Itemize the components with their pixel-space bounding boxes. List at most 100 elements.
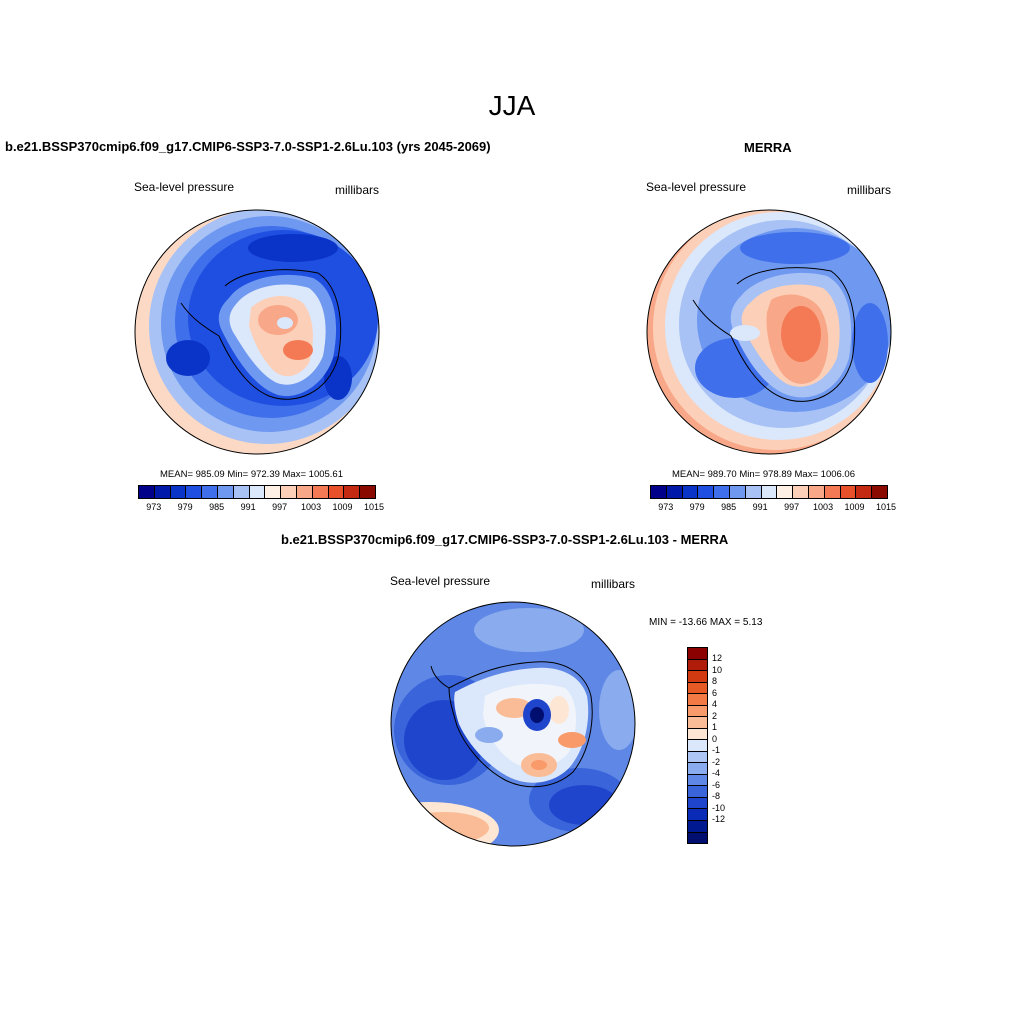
colorbar-label: 1015 bbox=[363, 502, 385, 512]
colorbar-swatch bbox=[688, 717, 707, 729]
colorbar-label: -1 bbox=[712, 745, 721, 756]
colorbar-swatch bbox=[217, 486, 234, 498]
panel-3-colorbar-labels: 12 10 8 6 4 2 1 0 -1 -2 -4 -6 -8 -10 -12 bbox=[712, 647, 742, 842]
colorbar-label: 973 bbox=[146, 502, 162, 512]
colorbar-swatch bbox=[688, 786, 707, 798]
colorbar-swatch bbox=[688, 751, 707, 764]
colorbar-label: -4 bbox=[712, 768, 721, 779]
colorbar-label: 1003 bbox=[813, 502, 834, 512]
colorbar-swatch bbox=[688, 705, 707, 718]
panel-2-title: MERRA bbox=[744, 140, 792, 155]
colorbar-swatch bbox=[761, 486, 778, 498]
panel-1-stats: MEAN= 985.09 Min= 972.39 Max= 1005.61 bbox=[160, 469, 343, 480]
colorbar-label: 4 bbox=[712, 699, 718, 710]
panel-2-variable-label: Sea-level pressure bbox=[646, 180, 747, 194]
colorbar-label: 1003 bbox=[301, 502, 322, 512]
panel-1-colorbar-labels: 973 979 985 991 997 1003 1009 1015 bbox=[138, 502, 384, 514]
panel-3-polar-map bbox=[390, 601, 636, 847]
colorbar-swatch bbox=[840, 486, 857, 498]
colorbar-swatch bbox=[688, 832, 707, 844]
colorbar-swatch bbox=[688, 648, 707, 660]
colorbar-swatch bbox=[281, 486, 297, 498]
colorbar-swatch bbox=[233, 486, 250, 498]
colorbar-swatch bbox=[856, 486, 873, 498]
colorbar-label: 1015 bbox=[875, 502, 897, 512]
colorbar-swatch bbox=[265, 486, 282, 498]
colorbar-label: 973 bbox=[658, 502, 674, 512]
panel-3-units-label: millibars bbox=[591, 577, 636, 591]
panel-1-polar-map bbox=[134, 209, 380, 455]
colorbar-swatch bbox=[688, 797, 707, 810]
colorbar-swatch bbox=[688, 809, 707, 821]
colorbar-label: 1 bbox=[712, 722, 718, 733]
colorbar-swatch bbox=[688, 682, 707, 695]
colorbar-swatch bbox=[170, 486, 187, 498]
colorbar-label: 1009 bbox=[332, 502, 353, 512]
colorbar-swatch bbox=[698, 486, 715, 498]
colorbar-label: 12 bbox=[712, 653, 723, 664]
colorbar-swatch bbox=[312, 486, 329, 498]
colorbar-swatch bbox=[688, 820, 707, 833]
panel-3-variable-label: Sea-level pressure bbox=[390, 574, 491, 588]
colorbar-swatch bbox=[139, 486, 155, 498]
colorbar-swatch bbox=[688, 763, 707, 775]
panel-3-colorbar bbox=[687, 647, 708, 844]
colorbar-label: 991 bbox=[240, 502, 256, 512]
colorbar-swatch bbox=[154, 486, 171, 498]
colorbar-swatch bbox=[872, 486, 887, 498]
colorbar-label: -8 bbox=[712, 791, 721, 802]
colorbar-swatch bbox=[729, 486, 746, 498]
colorbar-label: 997 bbox=[272, 502, 288, 512]
colorbar-swatch bbox=[777, 486, 794, 498]
colorbar-label: 2 bbox=[712, 710, 718, 721]
panel-1-title: b.e21.BSSP370cmip6.f09_g17.CMIP6-SSP3-7.… bbox=[5, 139, 491, 154]
colorbar-swatch bbox=[808, 486, 825, 498]
colorbar-swatch bbox=[666, 486, 683, 498]
colorbar-label: 985 bbox=[721, 502, 737, 512]
panel-2-stats: MEAN= 989.70 Min= 978.89 Max= 1006.06 bbox=[672, 469, 855, 480]
panel-3-title: b.e21.BSSP370cmip6.f09_g17.CMIP6-SSP3-7.… bbox=[281, 532, 729, 547]
panel-2-colorbar bbox=[650, 485, 888, 499]
colorbar-swatch bbox=[688, 659, 707, 672]
colorbar-swatch bbox=[745, 486, 762, 498]
colorbar-swatch bbox=[824, 486, 841, 498]
colorbar-label: -10 bbox=[712, 802, 726, 813]
panel-2-units-label: millibars bbox=[847, 183, 892, 197]
colorbar-swatch bbox=[688, 774, 707, 787]
colorbar-swatch bbox=[651, 486, 667, 498]
colorbar-swatch bbox=[249, 486, 266, 498]
colorbar-label: -2 bbox=[712, 756, 721, 767]
main-title: JJA bbox=[488, 90, 536, 121]
colorbar-label: 997 bbox=[784, 502, 800, 512]
colorbar-swatch bbox=[682, 486, 699, 498]
colorbar-swatch bbox=[688, 740, 707, 752]
colorbar-swatch bbox=[360, 486, 375, 498]
colorbar-swatch bbox=[688, 728, 707, 741]
panel-1-colorbar bbox=[138, 485, 376, 499]
colorbar-swatch bbox=[328, 486, 345, 498]
colorbar-swatch bbox=[688, 671, 707, 683]
colorbar-swatch bbox=[186, 486, 203, 498]
colorbar-swatch bbox=[714, 486, 730, 498]
colorbar-label: -12 bbox=[712, 814, 726, 825]
colorbar-swatch bbox=[296, 486, 313, 498]
colorbar-label: 991 bbox=[752, 502, 768, 512]
colorbar-label: 10 bbox=[712, 664, 723, 675]
panel-3-stats: MIN = -13.66 MAX = 5.13 bbox=[649, 617, 763, 628]
panel-1-units-label: millibars bbox=[335, 183, 380, 197]
colorbar-label: -6 bbox=[712, 779, 721, 790]
colorbar-label: 8 bbox=[712, 676, 718, 687]
colorbar-label: 6 bbox=[712, 687, 718, 698]
colorbar-swatch bbox=[688, 694, 707, 706]
colorbar-label: 979 bbox=[177, 502, 193, 512]
colorbar-label: 985 bbox=[209, 502, 225, 512]
panel-1-variable-label: Sea-level pressure bbox=[134, 180, 235, 194]
colorbar-swatch bbox=[793, 486, 809, 498]
colorbar-label: 979 bbox=[689, 502, 705, 512]
panel-2-colorbar-labels: 973 979 985 991 997 1003 1009 1015 bbox=[650, 502, 896, 514]
colorbar-label: 1009 bbox=[844, 502, 865, 512]
colorbar-label: 0 bbox=[712, 733, 718, 744]
panel-2-polar-map bbox=[646, 209, 892, 455]
colorbar-swatch bbox=[344, 486, 361, 498]
colorbar-swatch bbox=[202, 486, 218, 498]
